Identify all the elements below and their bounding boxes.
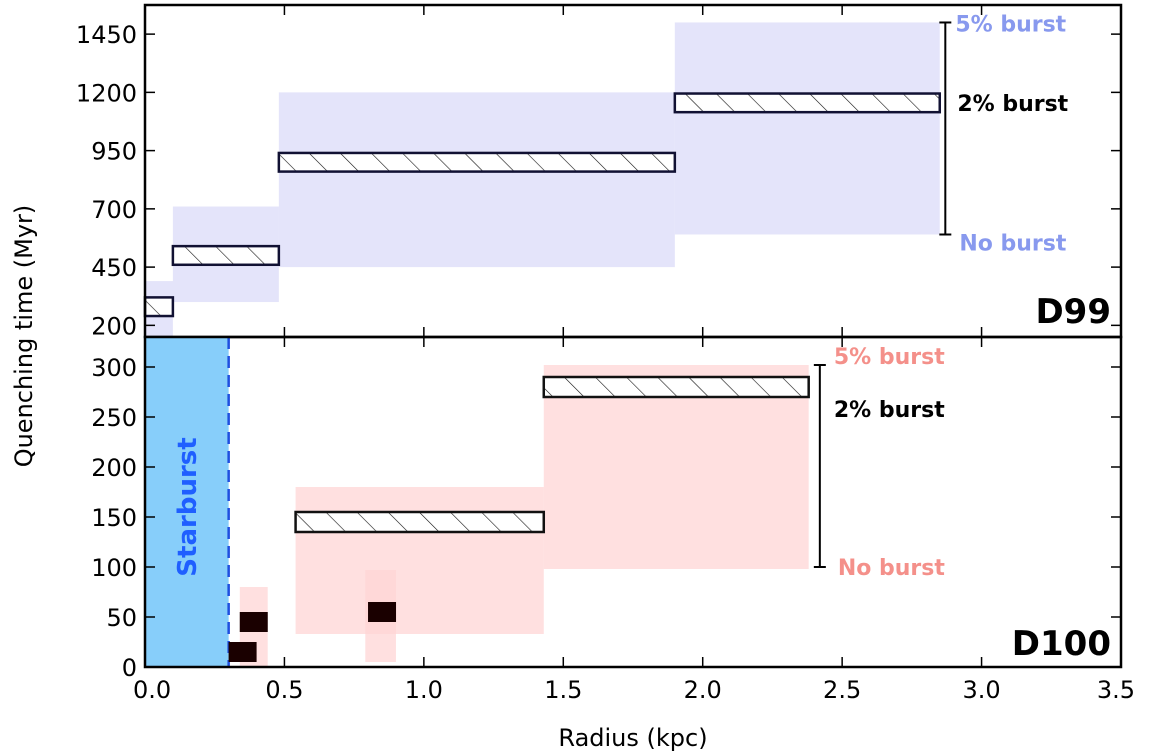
starburst-region [145,337,229,667]
d100-ytick-label-3: 150 [91,504,137,532]
d99-ytick-label-4: 1200 [76,79,137,107]
d99-quench-box-3 [673,92,941,114]
d100-ytick-label-0: 0 [122,654,137,682]
y-axis-label: Quenching time (Myr) [10,205,38,468]
panel-label-d100: D100 [1012,624,1111,664]
xtick-label-5: 2.5 [823,676,861,704]
starburst-label: Starburst [173,437,203,576]
d100-point-0 [228,642,257,662]
annotation-d100-2pct: 2% burst [834,398,945,423]
xtick-label-2: 1.0 [405,676,443,704]
xtick-label-7: 3.5 [1097,676,1135,704]
annotation-d100-5pct: 5% burst [834,345,945,370]
d99-ytick-label-1: 450 [91,254,137,282]
d100-range-band-1 [543,365,809,569]
annotation-d99-2pct: 2% burst [957,92,1068,117]
panel-d99: 200 450 700 950 1200 1450 D99 5% burst 2% bur… [76,3,1123,340]
d100-range-band-0 [295,487,544,634]
d99-range-band-2 [278,92,675,268]
d99-quench-box-2 [277,151,677,173]
d99-ytick-label-0: 200 [91,312,137,340]
annotation-d99-noburst: No burst [959,231,1067,256]
panel-label-d99: D99 [1035,292,1111,332]
d99-ytick-label-2: 700 [91,196,137,224]
d99-quench-box-1 [171,244,281,267]
xtick-label-0: 0.0 [133,676,171,704]
d99-quench-box-0 [143,296,175,318]
panel-d100-frame [143,335,1123,669]
d100-ytick-label-4: 200 [91,454,137,482]
xtick-label-6: 3.0 [962,676,1000,704]
panel-d100: Starburst 0 50 100 150 200 250 300 0.0 0.5 1.0 1.… [91,5,1135,704]
x-axis-label: Radius (kpc) [558,724,707,752]
d99-range-band-3 [674,22,940,235]
d100-quench-box-0 [294,510,546,534]
d100-ytick-label-1: 50 [106,604,137,632]
d100-quench-box-1 [542,375,810,399]
d100-ytick-label-5: 250 [91,404,137,432]
xtick-label-3: 1.5 [544,676,582,704]
xtick-label-4: 2.0 [684,676,722,704]
d99-ytick-label-3: 950 [91,138,137,166]
d100-ytick-label-6: 300 [91,354,137,382]
xtick-label-1: 0.5 [265,676,303,704]
d100-ytick-label-2: 100 [91,554,137,582]
d100-point-1 [239,612,268,632]
annotation-d99-5pct: 5% burst [955,12,1066,37]
d99-ytick-label-5: 1450 [76,21,137,49]
d100-point-2 [368,602,397,622]
annotation-d100-noburst: No burst [838,556,946,581]
